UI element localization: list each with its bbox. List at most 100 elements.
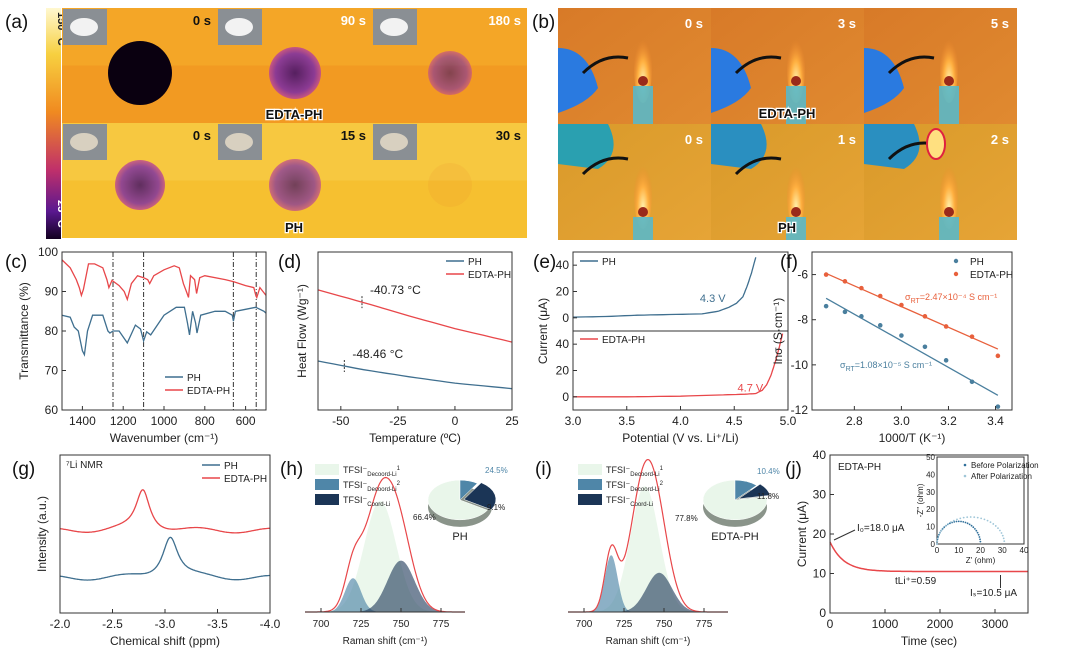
y-tick-label: 90 bbox=[45, 285, 59, 299]
x-tick-label: 775 bbox=[433, 619, 450, 630]
data-point bbox=[823, 272, 829, 277]
x-tick-label: 1000 bbox=[151, 414, 178, 428]
inset-sample-disc bbox=[70, 18, 98, 36]
x-tick-label: 30 bbox=[998, 546, 1007, 555]
y-tick-label: 60 bbox=[45, 403, 59, 417]
y-tick-label: 0 bbox=[562, 311, 569, 325]
legend-superscript: 1 bbox=[660, 466, 664, 472]
x-axis-label: Wavenumber (cm⁻¹) bbox=[110, 431, 219, 445]
data-point bbox=[922, 344, 928, 350]
x-tick-label: -4.0 bbox=[260, 617, 281, 631]
legend-label: TFSI⁻Decoord-Li1 bbox=[343, 465, 401, 478]
impedance-point bbox=[959, 517, 962, 520]
component-area bbox=[568, 555, 728, 612]
legend-label: PH bbox=[970, 257, 984, 268]
burning-sample bbox=[926, 128, 946, 160]
conductivity-annotation: σRT=1.08×10⁻⁵ S cm⁻¹ bbox=[840, 360, 932, 373]
sample-label: PH bbox=[285, 220, 303, 235]
y-tick-label: 10 bbox=[813, 567, 827, 581]
pie-label: 9.1% bbox=[487, 503, 505, 512]
plot-frame bbox=[317, 251, 513, 411]
thermal-image-tile: 0 s bbox=[62, 8, 217, 123]
sample-hot-spot bbox=[115, 160, 165, 210]
thermal-image-tile: 180 s bbox=[372, 8, 527, 123]
impedance-point bbox=[936, 540, 939, 543]
impedance-point bbox=[978, 536, 981, 538]
alcohol-lamp bbox=[939, 217, 959, 240]
legend-label: PH bbox=[468, 257, 482, 268]
sigma-symbol: σ bbox=[905, 292, 911, 302]
x-tick-label: 4.5 bbox=[726, 414, 743, 428]
sample-label: PH bbox=[778, 220, 796, 235]
impedance-point bbox=[936, 543, 938, 545]
x-tick-label: -2.5 bbox=[102, 617, 123, 631]
glove-icon bbox=[864, 124, 920, 169]
pie-slice bbox=[463, 482, 497, 510]
x-tick-label: -3.0 bbox=[155, 617, 176, 631]
x-tick-label: 3000 bbox=[982, 617, 1009, 631]
flame-photo-tile: 0 s bbox=[558, 8, 711, 124]
chart-title: ⁷Li NMR bbox=[66, 460, 103, 471]
panel-label: (a) bbox=[5, 12, 28, 33]
y-tick-label: 40 bbox=[813, 448, 827, 462]
legend-label: TFSI⁻Decoord-Li1 bbox=[606, 465, 664, 478]
flame-icon bbox=[634, 33, 652, 103]
legend-name: TFSI⁻ bbox=[343, 465, 367, 475]
sigma-subscript: RT bbox=[846, 366, 856, 373]
x-tick-label: 600 bbox=[236, 414, 256, 428]
time-label: 30 s bbox=[496, 128, 521, 143]
flame-photo-tile: 3 s bbox=[711, 8, 864, 124]
legend-swatch bbox=[578, 464, 602, 475]
legend-label: EDTA-PH bbox=[187, 386, 230, 397]
data-point bbox=[823, 303, 829, 309]
fitted-envelope bbox=[305, 476, 465, 613]
thermal-image-tile: 15 s bbox=[217, 123, 372, 238]
x-tick-label: 750 bbox=[393, 619, 410, 630]
legend-label: TFSI⁻Decoord-Li2 bbox=[343, 480, 401, 493]
x-axis-label: 1000/T (K⁻¹) bbox=[879, 431, 946, 445]
impedance-point bbox=[999, 529, 1001, 532]
y-tick-label: 30 bbox=[926, 488, 935, 497]
legend-swatch bbox=[315, 494, 339, 505]
legend-subscript: Decoord-Li bbox=[630, 487, 659, 493]
sigma-value: =1.08×10⁻⁵ S cm⁻¹ bbox=[855, 360, 932, 370]
legend-subscript: Coord-Li bbox=[630, 502, 653, 508]
impedance-point bbox=[936, 537, 939, 540]
impedance-point bbox=[968, 523, 971, 526]
pie-chart: 77.8% 11.8% 10.4% EDTA-PH bbox=[675, 467, 780, 543]
panel-label: (e) bbox=[533, 252, 556, 273]
impedance-point bbox=[937, 536, 939, 538]
x-tick-label: -3.5 bbox=[207, 617, 228, 631]
x-axis-label: Temperature (ºC) bbox=[369, 431, 461, 445]
impedance-point bbox=[979, 540, 982, 543]
impedance-point bbox=[1000, 532, 1003, 534]
impedance-point bbox=[976, 516, 979, 519]
sample-label: EDTA-PH bbox=[266, 107, 323, 122]
impedance-point bbox=[947, 523, 950, 525]
x-axis-label: Time (sec) bbox=[901, 634, 957, 648]
data-point bbox=[943, 358, 949, 363]
x-tick-label: 700 bbox=[313, 619, 330, 630]
y-tick-label: 20 bbox=[556, 285, 570, 299]
y-tick-label: 80 bbox=[45, 324, 59, 338]
x-tick-label: 2.8 bbox=[846, 414, 863, 428]
x-tick-label: 700 bbox=[576, 619, 593, 630]
y-axis-label: Current (μA) bbox=[795, 501, 809, 567]
impedance-point bbox=[992, 523, 995, 525]
impedance-point bbox=[937, 534, 940, 537]
series-line-ph bbox=[317, 360, 513, 390]
sigma-value: =2.47×10⁻⁴ S cm⁻¹ bbox=[920, 292, 997, 302]
inset-frame bbox=[936, 456, 1025, 545]
legend-label: TFSI⁻Decoord-Li2 bbox=[606, 480, 664, 493]
panel-label: (i) bbox=[535, 459, 552, 480]
plot-frame bbox=[61, 251, 267, 411]
pie-title: EDTA-PH bbox=[711, 531, 759, 543]
x-tick-label: 775 bbox=[696, 619, 713, 630]
impedance-point bbox=[956, 518, 958, 521]
panel-label: (f) bbox=[780, 252, 798, 273]
impedance-point bbox=[962, 520, 965, 523]
legend-label: PH bbox=[602, 257, 616, 268]
time-label: 0 s bbox=[193, 128, 211, 143]
impedance-point bbox=[1001, 534, 1004, 537]
